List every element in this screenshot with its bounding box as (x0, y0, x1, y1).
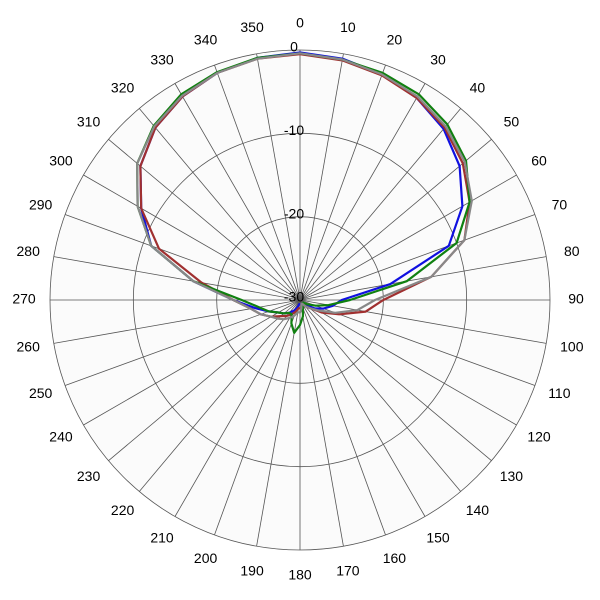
spoke-line (299, 174, 517, 301)
theta-tick-label: 170 (336, 563, 360, 579)
spoke-line (108, 299, 301, 462)
theta-tick-label: 130 (500, 468, 524, 484)
theta-tick-label: 50 (504, 113, 520, 129)
theta-tick-label: 210 (150, 530, 174, 546)
theta-tick-label: 290 (29, 196, 53, 212)
spoke-line (64, 214, 301, 301)
spoke-line (138, 108, 301, 301)
r-tick-label: -10 (284, 122, 304, 138)
theta-tick-label: 0 (296, 15, 304, 31)
r-tick-label: 0 (290, 39, 298, 55)
theta-tick-label: 200 (194, 550, 218, 566)
theta-tick-label: 110 (548, 385, 571, 401)
theta-tick-label: 270 (12, 291, 36, 307)
spoke-line (53, 256, 301, 301)
theta-tick-label: 70 (552, 196, 568, 212)
ring-line (132, 132, 468, 468)
spoke-line (83, 174, 301, 301)
labels: 0 10 20 30 40 50 60 70 80 90 100 110 120 130 140 150 160… (12, 15, 584, 583)
theta-tick-label: 90 (568, 291, 584, 307)
spoke-line (299, 299, 386, 536)
r-tick-label: -20 (284, 205, 304, 221)
spoke-line (299, 64, 386, 301)
theta-tick-label: 10 (340, 19, 356, 35)
theta-tick-label: 350 (240, 19, 264, 35)
spoke-line (299, 299, 344, 547)
spoke-line (138, 299, 301, 492)
spoke-line (299, 214, 536, 301)
spoke-line (299, 108, 462, 301)
theta-tick-label: 300 (49, 153, 73, 169)
theta-tick-label: 240 (49, 429, 73, 445)
theta-tick-label: 30 (430, 52, 446, 68)
spoke-line (83, 299, 301, 426)
series-lines (136, 51, 473, 334)
theta-tick-label: 260 (17, 339, 41, 355)
spoke-line (214, 299, 301, 536)
spoke-line (256, 53, 301, 301)
theta-tick-label: 160 (383, 550, 407, 566)
spoke-line (299, 53, 344, 301)
theta-tick-label: 310 (77, 113, 101, 129)
spoke-line (299, 299, 547, 344)
theta-tick-label: 220 (111, 502, 135, 518)
theta-tick-label: 120 (527, 429, 551, 445)
ring-line (49, 49, 551, 551)
theta-tick-label: 20 (387, 31, 403, 47)
theta-tick-label: 140 (466, 502, 490, 518)
spoke-line (299, 299, 517, 426)
theta-tick-label: 40 (470, 79, 486, 95)
theta-tick-label: 320 (111, 79, 135, 95)
theta-tick-label: 150 (426, 530, 450, 546)
theta-tick-label: 190 (240, 563, 264, 579)
theta-tick-label: 250 (29, 385, 53, 401)
theta-tick-label: 100 (560, 339, 584, 355)
theta-tick-label: 180 (288, 567, 312, 583)
theta-tick-label: 280 (17, 243, 41, 259)
spoke-line (299, 299, 492, 462)
grid (49, 49, 551, 551)
spoke-line (299, 299, 462, 492)
spoke-line (214, 64, 301, 301)
spoke-line (174, 83, 301, 301)
theta-tick-label: 230 (77, 468, 101, 484)
theta-tick-label: 330 (150, 52, 174, 68)
theta-tick-label: 80 (564, 243, 580, 259)
spoke-line (174, 299, 301, 517)
spoke-line (299, 83, 426, 301)
spoke-line (299, 256, 547, 301)
r-tick-label: -30 (284, 289, 304, 305)
spoke-line (256, 299, 301, 547)
series-line (136, 52, 473, 321)
spoke-line (299, 299, 426, 517)
theta-tick-label: 340 (194, 31, 218, 47)
theta-tick-label: 60 (531, 153, 547, 169)
